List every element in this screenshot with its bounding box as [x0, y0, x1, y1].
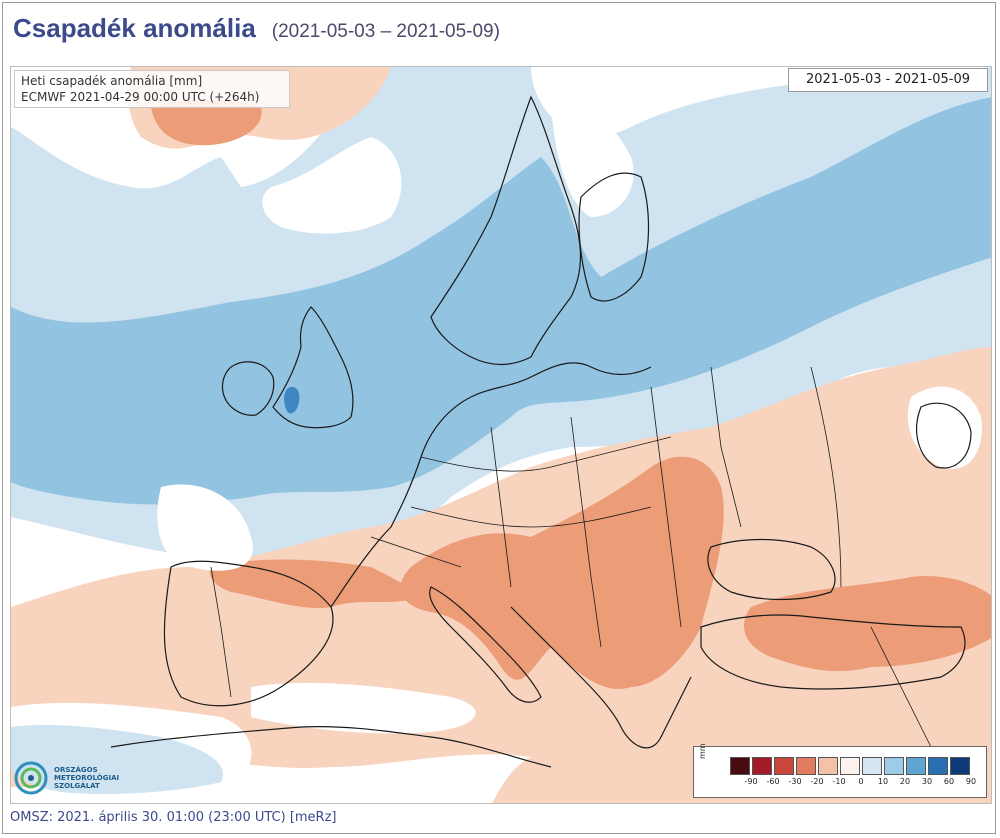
legend-ticks: -90 -60 -30 -20 -10 0 10 20 30 60 90: [730, 777, 986, 791]
legend-swatches: [730, 757, 972, 775]
legend-swatch: [818, 757, 838, 775]
coast-turkey: [700, 614, 966, 690]
coast-balkans: [510, 606, 692, 749]
light-blue-region-north-africa: [11, 725, 223, 794]
coast-black-sea: [707, 538, 836, 601]
border-7: [710, 366, 742, 528]
legend-swatch: [752, 757, 772, 775]
coastlines: [110, 95, 972, 768]
legend-tick-label: -90: [744, 777, 758, 786]
legend-swatch: [862, 757, 882, 775]
legend-swatch: [774, 757, 794, 775]
border-2: [410, 506, 652, 528]
white-region-mediterranean: [251, 682, 476, 734]
title-row: Csapadék anomália (2021-05-03 – 2021-05-…: [13, 13, 500, 49]
legend-swatch: [928, 757, 948, 775]
legend-swatch: [884, 757, 904, 775]
border-6: [370, 536, 462, 568]
white-region-caspian: [907, 386, 982, 469]
coast-caspian: [916, 402, 972, 469]
anomaly-map: [10, 66, 992, 804]
country-borders: [210, 366, 932, 748]
legend-tick-label: 90: [965, 777, 977, 786]
legend-tick-label: -30: [788, 777, 802, 786]
border-8: [810, 366, 842, 588]
coast-iberia: [163, 560, 334, 707]
mid-orange-region-turkey: [743, 576, 991, 672]
legend-swatch: [840, 757, 860, 775]
coast-western-europe: [330, 362, 652, 608]
legend-tick-label: 30: [921, 777, 933, 786]
omsz-logo: ORSZÁGOS METEOROLÓGIAI SZOLGÁLAT: [14, 758, 130, 798]
info-box: Heti csapadék anomália [mm] ECMWF 2021-0…: [14, 70, 290, 108]
coast-italy: [429, 586, 542, 703]
page-subtitle: (2021-05-03 – 2021-05-09): [271, 21, 500, 42]
omsz-logo-text: ORSZÁGOS METEOROLÓGIAI SZOLGÁLAT: [54, 766, 119, 790]
border-1: [420, 436, 672, 472]
coast-finland: [578, 172, 650, 302]
border-9: [870, 626, 932, 748]
light-blue-region-atlantic: [11, 127, 241, 237]
white-region-spain: [157, 484, 253, 571]
white-region-scandinavia: [551, 104, 634, 217]
coast-ireland: [221, 361, 275, 416]
info-line-1: Heti csapadék anomália [mm]: [21, 74, 203, 88]
legend-unit: mm: [698, 743, 707, 759]
legend-swatch: [730, 757, 750, 775]
legend: mm -90 -60 -30 -20 -10 0 10 20 30 60 90: [693, 743, 987, 798]
legend-swatch: [906, 757, 926, 775]
footer-credit: OMSZ: 2021. április 30. 01:00 (23:00 UTC…: [10, 810, 337, 825]
legend-tick-label: 60: [943, 777, 955, 786]
border-5: [650, 386, 682, 628]
legend-tick-label: -10: [832, 777, 846, 786]
legend-swatch: [950, 757, 970, 775]
border-3: [490, 426, 512, 588]
info-line-2: ECMWF 2021-04-29 00:00 UTC (+264h): [21, 90, 260, 104]
date-box: 2021-05-03 - 2021-05-09: [788, 68, 988, 92]
legend-tick-label: 0: [858, 777, 864, 786]
logo-line-1: ORSZÁGOS: [54, 766, 98, 774]
mid-orange-region-iberia-coast: [209, 559, 421, 609]
border-10: [210, 566, 232, 698]
logo-line-2: METEOROLÓGIAI: [54, 774, 120, 782]
legend-tick-label: 10: [877, 777, 889, 786]
border-4: [570, 416, 602, 648]
coast-north-africa: [110, 726, 552, 768]
anomaly-map-svg: [11, 67, 991, 803]
page-title: Csapadék anomália: [13, 13, 256, 43]
logo-line-3: SZOLGÁLAT: [54, 782, 100, 790]
legend-tick-label: -60: [766, 777, 780, 786]
white-region-north-sea: [262, 137, 402, 234]
mid-blue-region: [11, 97, 991, 505]
legend-tick-label: -20: [810, 777, 824, 786]
mid-orange-region-balkans: [400, 456, 724, 689]
mid-orange-region-north-atlantic: [151, 99, 262, 146]
legend-swatch: [796, 757, 816, 775]
dark-blue-spot-wales: [284, 386, 300, 414]
coast-scandinavia: [430, 95, 581, 366]
legend-tick-label: 20: [899, 777, 911, 786]
omsz-logo-icon: [14, 761, 48, 795]
coast-britain: [272, 306, 354, 429]
